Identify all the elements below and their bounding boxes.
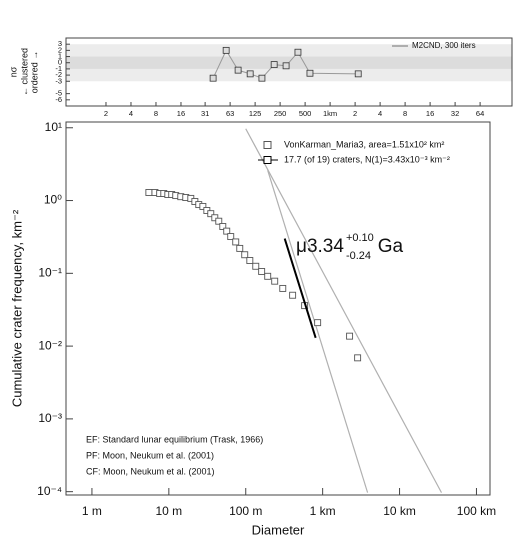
point bbox=[223, 227, 231, 235]
plot-frame bbox=[65, 37, 513, 107]
x-tick-label: 100 m bbox=[229, 504, 262, 518]
point bbox=[270, 61, 278, 68]
reference-line bbox=[245, 128, 443, 493]
point bbox=[209, 74, 217, 82]
point bbox=[354, 70, 362, 78]
x-tick-label: 32 bbox=[451, 109, 459, 118]
point bbox=[346, 332, 354, 340]
fit-line bbox=[283, 238, 317, 339]
y-tick-label: 0 bbox=[58, 58, 62, 67]
y-tick-label: 1 bbox=[58, 52, 62, 61]
x-tick-label: 125 bbox=[249, 109, 262, 118]
x-tick-label: 4 bbox=[378, 109, 382, 118]
reference-line bbox=[267, 170, 369, 493]
point bbox=[271, 277, 279, 285]
point bbox=[306, 69, 314, 77]
note: PF: Moon, Neukum et al. (2001) bbox=[86, 450, 214, 460]
y-label-up: ← clustered bbox=[19, 48, 29, 96]
y-tick-label: -1 bbox=[55, 64, 62, 73]
point bbox=[354, 354, 362, 362]
point bbox=[314, 319, 322, 327]
x-tick-label: 2 bbox=[353, 109, 357, 118]
age-plus: +0.10 bbox=[346, 232, 374, 244]
note: CF: Moon, Neukum et al. (2001) bbox=[86, 466, 215, 476]
y-label: nσ bbox=[8, 66, 18, 77]
point bbox=[236, 244, 244, 252]
point bbox=[145, 189, 153, 196]
y-tick-label: -3 bbox=[55, 76, 62, 85]
point bbox=[282, 62, 290, 70]
x-tick-label: 100 km bbox=[457, 504, 496, 518]
x-tick-label: 64 bbox=[476, 109, 484, 118]
plot-frame bbox=[65, 121, 491, 496]
x-tick-label: 63 bbox=[226, 109, 234, 118]
x-tick-label: 500 bbox=[299, 109, 312, 118]
legend-label: VonKarman_Maria3, area=1.51x10² km² bbox=[284, 139, 444, 149]
y-label-down: ordered → bbox=[29, 51, 39, 94]
point bbox=[252, 262, 260, 270]
point bbox=[264, 272, 272, 280]
point bbox=[211, 214, 219, 222]
point bbox=[222, 46, 230, 54]
x-tick-label: 2 bbox=[104, 109, 108, 118]
age-minus: -0.24 bbox=[346, 250, 371, 262]
point bbox=[227, 233, 235, 241]
y-tick-label: 2 bbox=[58, 45, 62, 54]
y-tick-label: -6 bbox=[55, 95, 62, 104]
point bbox=[207, 210, 215, 218]
point bbox=[246, 257, 254, 264]
legend-label: 17.7 (of 19) craters, N(1)=3.43x10⁻³ km⁻… bbox=[284, 154, 450, 164]
y-tick-label: 10⁰ bbox=[44, 193, 62, 207]
point bbox=[199, 202, 207, 210]
x-tick-label: 16 bbox=[426, 109, 434, 118]
x-tick-label: 1 km bbox=[310, 504, 336, 518]
y-label: Cumulative crater frequency, km⁻² bbox=[9, 209, 24, 407]
y-tick-label: 10⁻⁴ bbox=[37, 484, 62, 498]
point bbox=[215, 217, 223, 225]
y-tick-label: 10⁻³ bbox=[38, 411, 62, 425]
point bbox=[294, 48, 302, 56]
age-unit: Ga bbox=[378, 236, 404, 257]
x-tick-label: 31 bbox=[201, 109, 209, 118]
x-tick-label: 4 bbox=[129, 109, 133, 118]
y-tick-label: 10¹ bbox=[45, 120, 62, 134]
x-tick-label: 250 bbox=[274, 109, 287, 118]
point bbox=[234, 66, 242, 74]
y-tick-label: -5 bbox=[55, 89, 62, 98]
legend-swatch-marker bbox=[263, 156, 272, 164]
y-tick-label: 10⁻² bbox=[38, 338, 62, 352]
x-tick-label: 8 bbox=[403, 109, 407, 118]
x-tick-label: 16 bbox=[177, 109, 185, 118]
point bbox=[289, 291, 297, 299]
point bbox=[258, 74, 266, 82]
x-tick-label: 1km bbox=[323, 109, 337, 118]
age-value: μ3.34 bbox=[296, 236, 344, 257]
point bbox=[241, 251, 249, 259]
point bbox=[279, 284, 287, 292]
note: EF: Standard lunar equilibrium (Trask, 1… bbox=[86, 434, 263, 444]
x-label: Diameter bbox=[252, 522, 305, 537]
x-tick-label: 1 m bbox=[82, 504, 102, 518]
point bbox=[232, 238, 240, 246]
point bbox=[246, 70, 254, 78]
x-tick-label: 10 km bbox=[383, 504, 416, 518]
x-tick-label: 10 m bbox=[155, 504, 182, 518]
point bbox=[258, 268, 266, 275]
x-tick-label: 8 bbox=[154, 109, 158, 118]
legend-label: M2CND, 300 iters bbox=[412, 41, 476, 50]
point bbox=[219, 223, 227, 230]
series-line bbox=[212, 49, 359, 79]
legend-swatch bbox=[263, 141, 272, 149]
y-tick-label: 10⁻¹ bbox=[38, 265, 62, 279]
y-tick-label: 3 bbox=[58, 39, 62, 48]
y-tick-label: -2 bbox=[55, 70, 62, 79]
